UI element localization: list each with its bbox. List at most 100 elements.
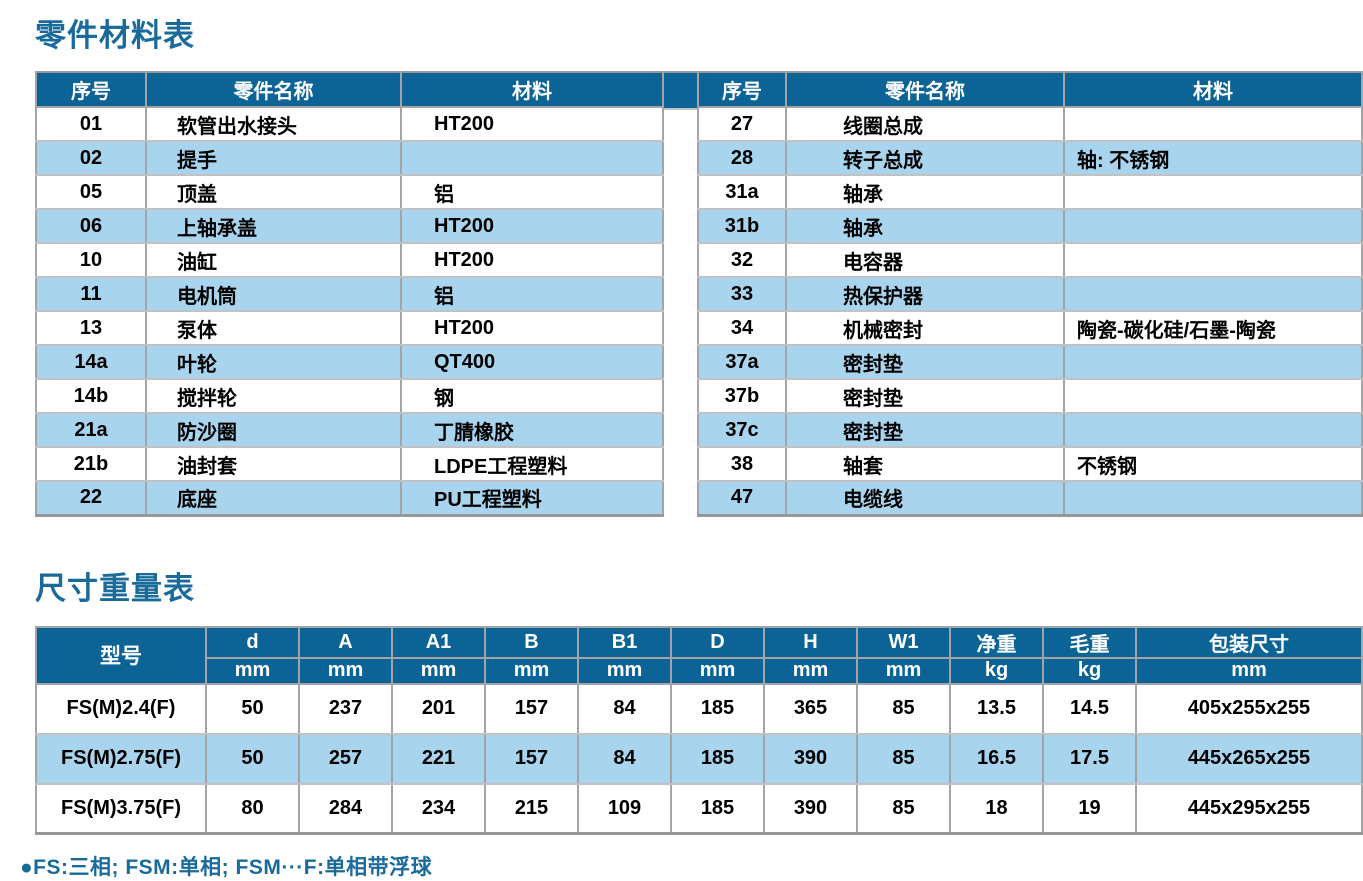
spec-sheet-page: 零件材料表 序号 零件名称 材料 01 软管出水接头 HT200 02 提手 05 顶盖铝 0…	[20, 18, 1363, 879]
parts-table-right: 序号 零件名称 材料 27 线圈总成 28 转子总成 轴: 不锈钢 31a 轴承 31b 轴承 3…	[697, 71, 1363, 517]
part-no-cell: 38	[697, 446, 787, 482]
header-row: 序号 零件名称 材料	[35, 72, 664, 108]
part-table-row: 22 底座 PU工程塑料	[35, 480, 664, 516]
part-no-cell: 37a	[697, 344, 787, 380]
part-name-cell: 轴承	[785, 208, 1065, 244]
part-no-cell: 14a	[35, 344, 147, 380]
part-table-row: 31a 轴承	[697, 174, 1363, 210]
part-name-cell: 叶轮	[145, 344, 402, 380]
dim-model-cell: FS(M)2.75(F)	[35, 732, 207, 785]
col-header-gross-weight: 毛重	[1042, 625, 1137, 659]
part-material-cell	[1063, 480, 1363, 516]
part-name-cell: 泵体	[145, 310, 402, 346]
col-header-a: A	[298, 625, 393, 659]
part-name-cell: 电容器	[785, 242, 1065, 278]
part-name-cell: 电机筒	[145, 276, 402, 312]
part-table-row: 10 油缸 HT200	[35, 242, 664, 278]
part-no-cell: 11	[35, 276, 147, 312]
part-table-row: 37a 密封垫	[697, 344, 1363, 380]
part-table-row: 37c 密封垫	[697, 412, 1363, 448]
unit-w1: mm	[856, 656, 951, 685]
part-material-cell: QT400	[400, 344, 664, 380]
part-no-cell: 27	[697, 106, 787, 142]
part-material-cell: 陶瓷-碳化硅/石墨-陶瓷	[1063, 310, 1363, 346]
col-header-material: 材料	[1063, 72, 1363, 108]
dimensions-weight-table: 型号 d A A1 B B1 D H W1 净重 毛重 包装尺寸 mm mm m…	[35, 625, 1363, 835]
unit-a1: mm	[391, 656, 486, 685]
col-header-dd: D	[670, 625, 765, 659]
dim-values-cell: 234	[391, 782, 486, 835]
part-material-cell: 铝	[400, 276, 664, 312]
part-no-cell: 37b	[697, 378, 787, 414]
dim-values-cell: 80	[205, 782, 300, 835]
part-no-cell: 28	[697, 140, 787, 176]
header-row-units: mm mm mm mm mm mm mm mm kg kg mm	[36, 656, 1363, 685]
part-no-cell: 21b	[35, 446, 147, 482]
part-name-cell: 密封垫	[785, 378, 1065, 414]
table-gap-header	[664, 71, 697, 110]
part-name-cell: 软管出水接头	[145, 106, 402, 142]
part-table-row: 01 软管出水接头 HT200	[35, 106, 664, 142]
part-name-cell: 线圈总成	[785, 106, 1065, 142]
col-header-a1: A1	[391, 625, 486, 659]
col-header-b: B	[484, 625, 579, 659]
part-no-cell: 13	[35, 310, 147, 346]
part-no-cell: 31b	[697, 208, 787, 244]
unit-d: mm	[205, 656, 300, 685]
part-table-row: 27 线圈总成	[697, 106, 1363, 142]
col-header-material: 材料	[400, 72, 664, 108]
parts-table-left: 序号 零件名称 材料 01 软管出水接头 HT200 02 提手 05 顶盖铝 06 上轴承盖 H…	[35, 71, 664, 517]
col-header-net-weight: 净重	[949, 625, 1044, 659]
part-table-row: 21a 防沙圈 丁腈橡胶	[35, 412, 664, 448]
part-no-cell: 14b	[35, 378, 147, 414]
part-material-cell	[400, 140, 664, 176]
dim-values-cell: 185	[670, 732, 765, 785]
part-no-cell: 05	[35, 174, 147, 210]
part-material-cell: 钢	[400, 378, 664, 414]
part-no-cell: 06	[35, 208, 147, 244]
dim-model-cell: FS(M)2.4(F)	[35, 682, 207, 735]
part-material-cell: 丁腈橡胶	[400, 412, 664, 448]
part-no-cell: 31a	[697, 174, 787, 210]
part-material-cell	[1063, 378, 1363, 414]
part-table-row: 33 热保护器	[697, 276, 1363, 312]
part-name-cell: 转子总成	[785, 140, 1065, 176]
part-table-row: 05 顶盖铝	[35, 174, 664, 210]
header-row-labels: 型号 d A A1 B B1 D H W1 净重 毛重 包装尺寸	[35, 625, 1363, 685]
dim-values-cell: 85	[856, 782, 951, 835]
part-table-row: 34 机械密封 陶瓷-碳化硅/石墨-陶瓷	[697, 310, 1363, 346]
dim-values-cell: 237	[298, 682, 393, 735]
part-name-cell: 防沙圈	[145, 412, 402, 448]
part-material-cell: HT200	[400, 242, 664, 278]
part-no-cell: 22	[35, 480, 147, 516]
part-table-row: 21b 油封套 LDPE工程塑料	[35, 446, 664, 482]
col-header-model: 型号	[35, 625, 207, 685]
col-header-no: 序号	[35, 72, 147, 108]
part-no-cell: 10	[35, 242, 147, 278]
col-header-w1: W1	[856, 625, 951, 659]
part-no-cell: 02	[35, 140, 147, 176]
part-table-row: 06 上轴承盖 HT200	[35, 208, 664, 244]
part-material-cell: PU工程塑料	[400, 480, 664, 516]
dim-values-cell: 157	[484, 682, 579, 735]
dim-values-cell: 17.5	[1042, 732, 1137, 785]
dim-values-cell: 16.5	[949, 732, 1044, 785]
part-name-cell: 上轴承盖	[145, 208, 402, 244]
dim-values-cell: 201	[391, 682, 486, 735]
dim-values-cell: 84	[577, 732, 672, 785]
dim-values-cell: 215	[484, 782, 579, 835]
part-table-row: 11 电机筒铝	[35, 276, 664, 312]
part-table-row: 47 电缆线	[697, 480, 1363, 516]
part-material-cell	[1063, 242, 1363, 278]
dim-values-cell: 14.5	[1042, 682, 1137, 735]
part-name-cell: 搅拌轮	[145, 378, 402, 414]
dim-values-cell: 50	[205, 732, 300, 785]
unit-package-size: mm	[1135, 656, 1363, 685]
table-gap-column	[664, 71, 697, 517]
dim-values-cell: 390	[763, 732, 858, 785]
part-no-cell: 33	[697, 276, 787, 312]
part-material-cell	[1063, 412, 1363, 448]
part-name-cell: 轴承	[785, 174, 1065, 210]
part-name-cell: 轴套	[785, 446, 1065, 482]
dim-values-cell: 445x295x255	[1135, 782, 1363, 835]
